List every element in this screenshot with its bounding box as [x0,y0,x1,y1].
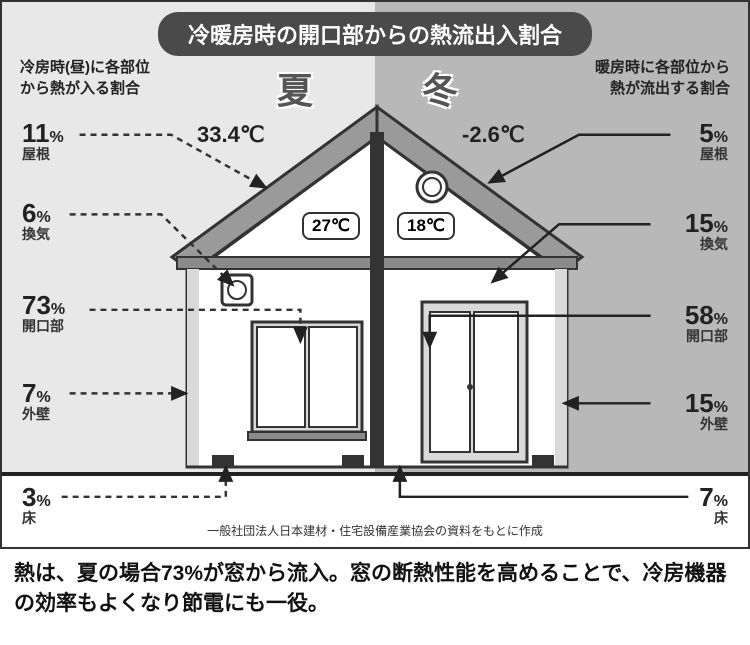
pct-value: 15 [685,388,714,418]
pct-label: 外壁 [685,417,728,432]
source-note: 一般社団法人日本建材・住宅設備産業協会の資料をもとに作成 [207,522,543,539]
pct-unit: % [36,209,50,226]
pct-value: 6 [22,198,36,228]
callout-summer-opening: 73% 開口部 [22,292,65,334]
pct-label: 換気 [685,237,728,252]
pct-unit: % [36,493,50,510]
pct-unit: % [51,301,65,318]
callout-winter-floor: 7% 床 [699,484,728,526]
pct-value: 11 [22,118,50,148]
callout-winter-roof: 5% 屋根 [699,120,728,162]
pct-unit: % [50,129,64,146]
pct-unit: % [714,311,728,328]
pct-value: 58 [685,300,714,330]
house-illustration [152,97,602,477]
pct-label: 屋根 [22,147,64,162]
pct-label: 外壁 [22,407,51,422]
pct-label: 床 [699,511,728,526]
season-label-winter: 冬 [422,62,458,114]
outdoor-temp-winter: -2.6℃ [462,122,525,148]
caption-text: 熱は、夏の場合73%が窓から流入。窓の断熱性能を高めることで、冷房機器の効率もよ… [0,549,750,624]
pct-label: 開口部 [22,319,65,334]
callout-summer-roof: 11% 屋根 [22,120,64,162]
pct-label: 屋根 [699,147,728,162]
subtitle-summer: 冷房時(昼)に各部位 から熱が入る割合 [20,57,150,99]
subtitle-winter-l2: 熱が流出する割合 [610,80,730,97]
callout-winter-wall: 15% 外壁 [685,390,728,432]
pct-label: 換気 [22,227,51,242]
pct-label: 開口部 [685,329,728,344]
pct-value: 5 [699,118,713,148]
season-label-summer: 夏 [277,62,313,114]
pct-unit: % [714,493,728,510]
indoor-temp-summer: 27℃ [302,212,360,240]
callout-winter-vent: 15% 換気 [685,210,728,252]
outdoor-temp-summer: 33.4℃ [197,122,265,148]
pct-unit: % [36,389,50,406]
callout-summer-wall: 7% 外壁 [22,380,51,422]
pct-unit: % [714,129,728,146]
subtitle-summer-l1: 冷房時(昼)に各部位 [20,59,150,76]
title-banner: 冷暖房時の開口部からの熱流出入割合 [158,12,592,56]
pct-value: 3 [22,482,36,512]
subtitle-winter-l1: 暖房時に各部位から [595,59,730,76]
pct-label: 床 [22,511,51,526]
pct-value: 15 [685,208,714,238]
pct-value: 7 [22,378,36,408]
indoor-temp-winter: 18℃ [397,212,455,240]
pct-unit: % [714,399,728,416]
callout-winter-opening: 58% 開口部 [685,302,728,344]
callout-summer-vent: 6% 換気 [22,200,51,242]
diagram-area: 冷暖房時の開口部からの熱流出入割合 冷房時(昼)に各部位 から熱が入る割合 暖房… [2,2,748,547]
pct-value: 73 [22,290,51,320]
infographic-frame: 冷暖房時の開口部からの熱流出入割合 冷房時(昼)に各部位 から熱が入る割合 暖房… [0,0,750,549]
subtitle-summer-l2: から熱が入る割合 [20,80,140,97]
pct-value: 7 [699,482,713,512]
callout-summer-floor: 3% 床 [22,484,51,526]
subtitle-winter: 暖房時に各部位から 熱が流出する割合 [595,57,730,99]
pct-unit: % [714,219,728,236]
